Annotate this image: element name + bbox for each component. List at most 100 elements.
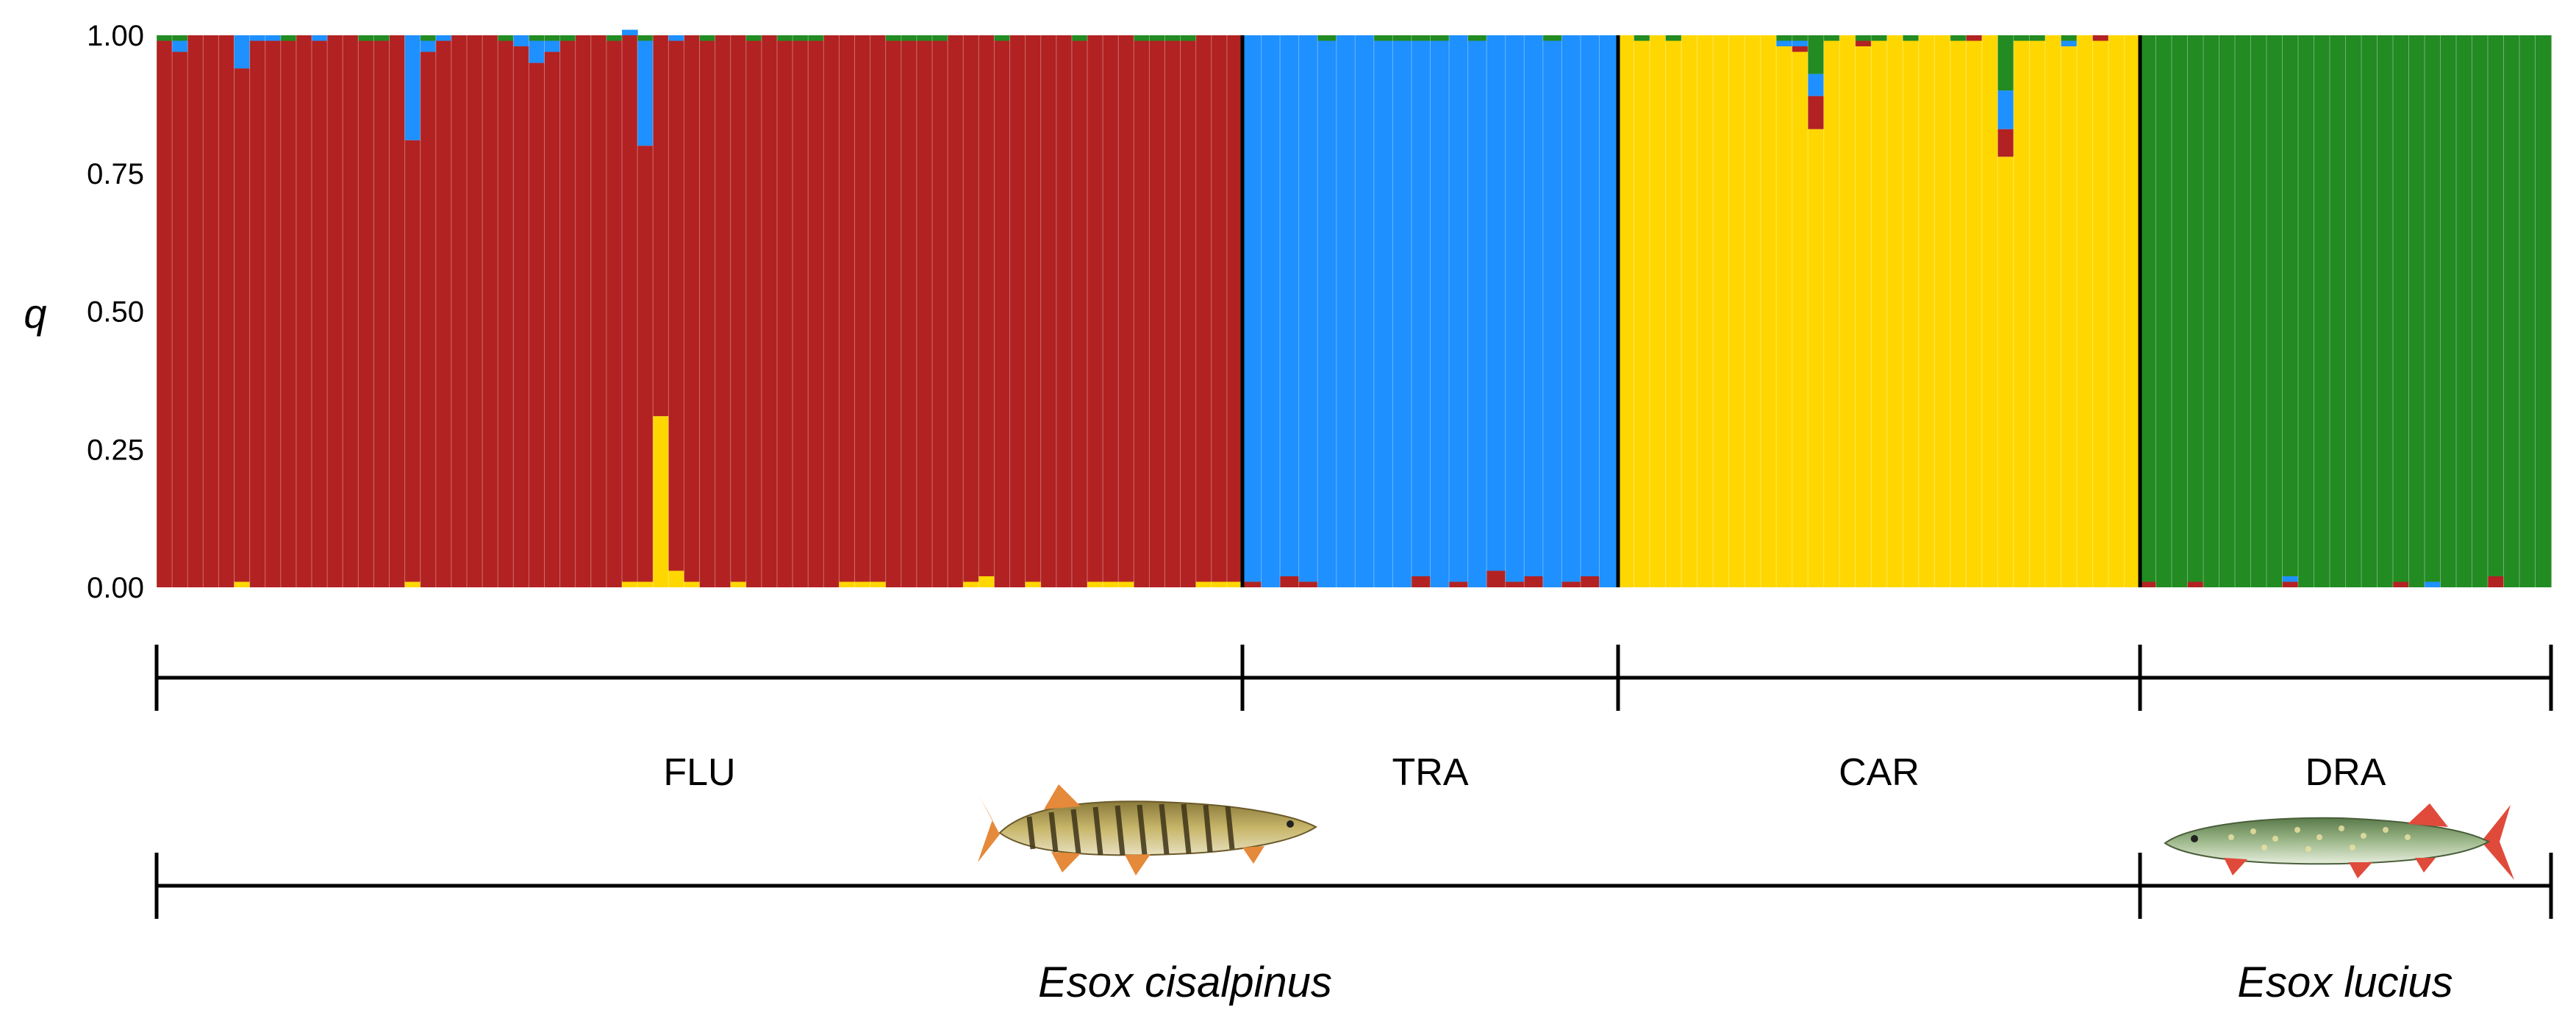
bar [234,35,251,587]
bar-segment-yellow [1903,40,1920,587]
bar-segment-blue [1542,40,1562,587]
bar [1411,35,1431,587]
bar-segment-green [1542,35,1562,41]
bar-segment-green [529,35,545,41]
bar-segment-green [2187,35,2204,582]
bar-segment-red [1009,35,1026,587]
bar-segment-green [2472,35,2489,587]
bar-segment-blue [1373,40,1393,587]
bar-segment-green [1634,35,1650,41]
bar-segment-red [1411,576,1431,587]
bar [1071,35,1088,587]
bar-segment-red [172,51,188,587]
bar [590,35,607,587]
bar [2503,35,2520,587]
bar-segment-red [1855,40,1872,47]
bar [730,35,747,587]
bar-segment-yellow [1950,40,1967,587]
y-tick-label: 0.75 [87,158,144,190]
bar [249,35,266,587]
bar [466,35,483,587]
bar-segment-green [2535,35,2552,587]
bar [326,35,343,587]
bar-segment-red [2488,576,2505,587]
species-label: Esox lucius [2237,959,2452,1006]
species-label: Esox cisalpinus [1038,959,1332,1006]
bar-segment-blue [1776,40,1793,47]
bar-segment-yellow [1808,129,1825,588]
bar-segment-red [916,40,933,587]
bar-segment-blue [265,35,282,41]
bar [1775,35,1793,587]
bar [2487,35,2505,587]
bar [528,35,545,588]
bar [1965,35,1983,587]
bar-segment-red [745,40,762,587]
bar-segment-blue [312,35,328,41]
bar-segment-red [389,35,406,587]
bar-segment-green [699,35,716,41]
bar [683,35,701,587]
bar [1226,35,1243,587]
bar [202,35,219,587]
bar-segment-blue [1280,35,1300,576]
bar-segment-green [1950,35,1967,41]
y-axis-label: q [24,290,46,337]
bar [2187,35,2204,587]
bar-segment-red [1180,40,1197,587]
bar-segment-red [839,35,856,582]
bar [1486,35,1506,587]
bar-segment-blue [1242,35,1262,582]
bar-segment-red [2282,581,2299,587]
bar [2028,35,2046,587]
bar [311,35,328,587]
bar [2123,35,2141,587]
bar-segment-yellow [637,581,654,587]
bar-segment-red [451,35,468,587]
bar-segment-yellow [2013,40,2030,587]
bar-segment-yellow [1211,581,1228,587]
bar-segment-green [1665,35,1682,41]
bar [2282,35,2299,587]
bar-segment-blue [2061,40,2078,47]
bar [745,35,762,587]
bar-segment-green [1823,35,1840,41]
bar-segment-yellow [1665,40,1682,587]
bar-segment-green [1149,35,1166,41]
bar-segment-green [994,35,1011,41]
bar-segment-red [1966,35,1983,41]
bar-segment-red [544,51,561,587]
bar [668,35,684,587]
bar-segment-yellow [2029,40,2046,587]
bar-segment-red [218,35,235,587]
bar [1855,35,1872,587]
bar-segment-blue [1430,40,1450,587]
bar-segment-green [2298,35,2315,587]
bar-segment-green [745,35,762,41]
bar-segment-red [1195,35,1212,582]
bar-segment-yellow [234,581,251,587]
bar-segment-yellow [1713,35,1730,587]
bar-segment-red [715,35,731,587]
bar [1242,35,1262,587]
bar [807,35,824,587]
striped-pike-fish-icon [978,784,1317,875]
bar [699,35,716,587]
bar [1807,35,1825,588]
bar [171,35,188,587]
bar-segment-blue [1486,35,1506,571]
bar [2440,35,2457,587]
bar-segment-blue [1317,40,1337,587]
bar-segment-green [916,35,933,41]
bar-segment-blue [1411,40,1431,576]
bar [1649,35,1667,587]
bar [2139,35,2157,587]
bar-segment-green [2519,35,2536,587]
bar [2013,35,2030,587]
bar-segment-red [358,40,374,587]
bar [2361,35,2378,587]
bar-segment-green [1871,35,1888,41]
bar [1505,35,1525,587]
bar-segment-green [172,35,188,41]
bar [512,35,529,587]
